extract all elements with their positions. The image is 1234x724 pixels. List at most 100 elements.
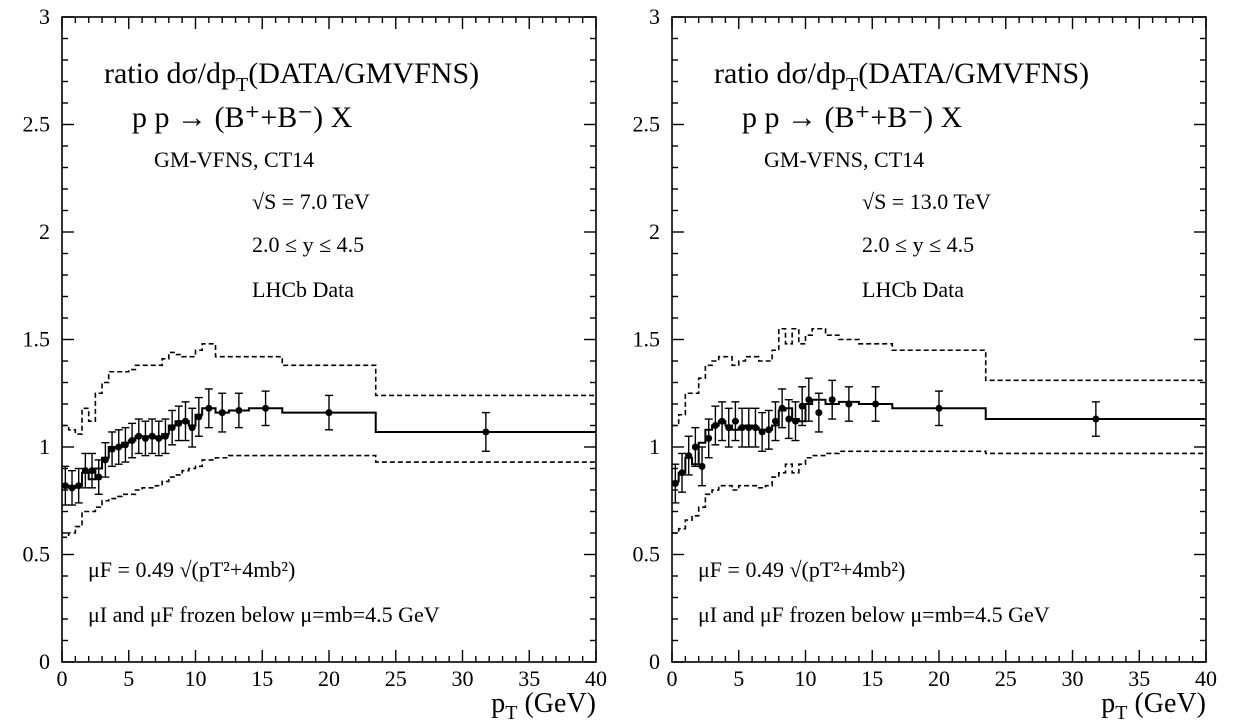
- y-tick-label: 0: [649, 649, 660, 674]
- x-tick-label: 0: [57, 666, 68, 691]
- energy-label: √S = 13.0 TeV: [862, 189, 991, 214]
- annotations: ratio dσ/dpT(DATA/GMVFNS) p p → (B⁺+B⁻) X…: [698, 57, 1089, 627]
- y-tick-label: 1.5: [633, 327, 661, 352]
- data-point: [161, 432, 169, 440]
- data-point: [95, 473, 103, 481]
- x-tick-label: 10: [185, 666, 207, 691]
- energy-label: √S = 7.0 TeV: [252, 189, 370, 214]
- data-point: [738, 424, 746, 432]
- scale-label: μF = 0.49 √(pT²+4mb²): [88, 557, 295, 582]
- y-tick-label: 2: [649, 219, 660, 244]
- data-point: [68, 484, 76, 492]
- x-axis-title: pT (GeV): [1101, 688, 1206, 724]
- central-ratio-line: [62, 407, 596, 489]
- pdf-label: GM-VFNS, CT14: [764, 147, 924, 172]
- data-point: [778, 404, 786, 412]
- x-tick-label: 35: [1128, 666, 1150, 691]
- scale-label: μF = 0.49 √(pT²+4mb²): [698, 557, 905, 582]
- data-point: [115, 443, 123, 451]
- y-axis: 0 0.5 1 1.5 2 2.5 3: [633, 4, 1206, 674]
- pdf-label: GM-VFNS, CT14: [154, 147, 314, 172]
- data-point: [771, 417, 779, 425]
- frozen-scale-label: μI and μF frozen below μ=mb=4.5 GeV: [88, 602, 440, 627]
- x-tick-label: 40: [1195, 666, 1217, 691]
- data-point: [262, 404, 270, 412]
- data-point: [101, 456, 109, 464]
- data-point: [718, 417, 726, 425]
- x-axis-title: pT (GeV): [491, 688, 596, 724]
- data-point: [758, 428, 766, 436]
- x-tick-label: 25: [995, 666, 1017, 691]
- x-tick-label: 30: [1062, 666, 1084, 691]
- y-axis: 0 0.5 1 1.5 2 2.5 3: [23, 4, 596, 674]
- y-tick-label: 3: [649, 4, 660, 29]
- data-point: [791, 417, 799, 425]
- y-tick-label: 2: [39, 219, 50, 244]
- x-tick-label: 35: [518, 666, 540, 691]
- data-point: [935, 404, 943, 412]
- data-point: [845, 400, 853, 408]
- data-point: [235, 406, 243, 414]
- frozen-scale-label: μI and μF frozen below μ=mb=4.5 GeV: [698, 602, 1050, 627]
- data-point: [61, 482, 69, 490]
- data-point: [205, 404, 213, 412]
- x-tick-label: 40: [585, 666, 607, 691]
- data-point: [678, 469, 686, 477]
- upper-uncertainty-band: [62, 343, 596, 435]
- data-source-label: LHCb Data: [862, 277, 964, 302]
- data-point: [181, 417, 189, 425]
- y-tick-label: 2.5: [633, 112, 661, 137]
- data-point: [872, 400, 880, 408]
- data-point: [168, 424, 176, 432]
- data-point: [705, 434, 713, 442]
- y-tick-label: 1.5: [23, 327, 51, 352]
- data-point: [218, 409, 226, 417]
- data-point: [815, 409, 823, 417]
- data-point: [135, 432, 143, 440]
- data-point: [121, 441, 129, 449]
- process-label: p p → (B⁺+B⁻) X: [132, 101, 353, 134]
- lower-uncertainty-band: [62, 454, 596, 539]
- x-axis: 0 5 10 15 20 25 30 35 40: [667, 17, 1217, 691]
- x-tick-label: 15: [861, 666, 883, 691]
- y-tick-label: 3: [39, 4, 50, 29]
- data-point: [128, 437, 136, 445]
- data-point: [785, 415, 793, 423]
- data-points: [671, 377, 1100, 504]
- y-tick-label: 0: [39, 649, 50, 674]
- plot-title: ratio dσ/dpT(DATA/GMVFNS): [104, 57, 479, 96]
- data-point: [805, 396, 813, 404]
- data-point: [88, 467, 96, 475]
- data-points: [61, 388, 490, 506]
- x-tick-label: 5: [123, 666, 134, 691]
- y-tick-label: 0.5: [23, 542, 51, 567]
- data-point: [765, 426, 773, 434]
- upper-uncertainty-band: [672, 327, 1206, 427]
- data-point: [148, 432, 156, 440]
- data-point: [685, 452, 693, 460]
- data-source-label: LHCb Data: [252, 277, 354, 302]
- y-tick-label: 1: [39, 434, 50, 459]
- data-point: [731, 417, 739, 425]
- data-point: [798, 402, 806, 410]
- y-tick-label: 2.5: [23, 112, 51, 137]
- y-tick-label: 0.5: [633, 542, 661, 567]
- process-label: p p → (B⁺+B⁻) X: [742, 101, 963, 134]
- data-point: [482, 428, 490, 436]
- x-tick-label: 5: [733, 666, 744, 691]
- data-point: [155, 434, 163, 442]
- central-ratio-line: [672, 398, 1206, 483]
- plot-title: ratio dσ/dpT(DATA/GMVFNS): [714, 57, 1089, 96]
- chart-panel-left: 0 5 10 15 20 25 30 35 40 0 0.5 1 1.5 2 2.5 3 pT (GeV) rat…: [23, 4, 608, 724]
- annotations: ratio dσ/dpT(DATA/GMVFNS) p p → (B⁺+B⁻) X…: [88, 57, 479, 627]
- data-point: [75, 482, 83, 490]
- data-point: [81, 467, 89, 475]
- x-tick-label: 25: [385, 666, 407, 691]
- x-tick-label: 15: [251, 666, 273, 691]
- rapidity-label: 2.0 ≤ y ≤ 4.5: [252, 232, 364, 257]
- data-point: [751, 424, 759, 432]
- y-tick-label: 1: [649, 434, 660, 459]
- data-point: [725, 424, 733, 432]
- data-point: [745, 424, 753, 432]
